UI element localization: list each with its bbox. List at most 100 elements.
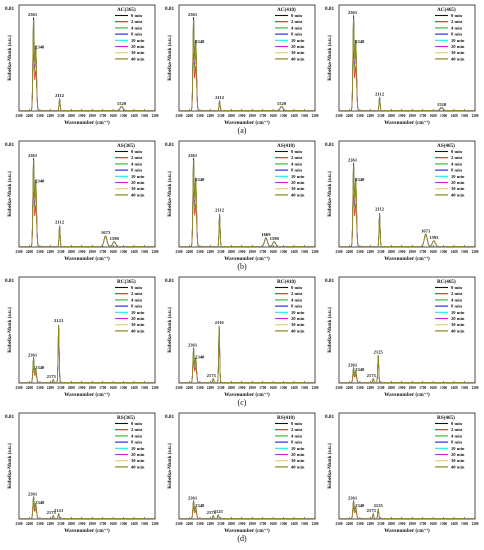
x-tick-label: 1800	[89, 386, 96, 390]
series-line-40-min	[178, 18, 315, 112]
x-tick-label: 1300	[301, 522, 308, 526]
y-axis-label: Kubelka-Munk (a.u.)	[8, 35, 13, 81]
x-tick-label: 1600	[270, 250, 277, 254]
legend-label: 8 min	[451, 168, 463, 173]
legend-label: 8 min	[131, 440, 143, 445]
y-tick-label: 0.01	[165, 6, 174, 12]
peak-label: 2173	[367, 508, 377, 513]
x-tick-label: 1900	[78, 114, 85, 118]
series-line-40-min	[338, 355, 475, 384]
y-tick-label: 0.01	[165, 278, 174, 284]
x-tick-label: 2300	[36, 386, 43, 390]
legend-label: 4 min	[451, 161, 463, 166]
x-axis-label: Wavenumber (cm⁻¹)	[64, 255, 110, 262]
chart-title: AS(410)	[277, 142, 295, 149]
x-tick-label: 1700	[419, 250, 426, 254]
x-tick-label: 2400	[346, 114, 353, 118]
x-tick-label: 1400	[450, 114, 457, 118]
legend-label: 8 min	[451, 32, 463, 37]
legend-label: 30 min	[291, 322, 305, 327]
legend-label: 0 min	[131, 285, 143, 290]
legend-label: 40 min	[451, 192, 465, 197]
peak-label: 2340	[355, 503, 365, 508]
x-tick-label: 1400	[130, 522, 137, 526]
series-line-2-min	[178, 190, 315, 248]
x-tick-label: 1800	[249, 250, 256, 254]
y-tick-label: 0.01	[165, 142, 174, 148]
legend-label: 4 min	[131, 433, 143, 438]
legend-label: 30 min	[131, 50, 145, 55]
y-axis-label: Kubelka-Munk (a.u.)	[168, 35, 173, 81]
legend-label: 2 min	[131, 155, 143, 160]
peak-label: 1590	[110, 236, 120, 241]
x-tick-label: 1600	[270, 114, 277, 118]
series-line-40-min	[178, 500, 315, 520]
y-axis-label: Kubelka-Munk (a.u.)	[8, 307, 13, 353]
legend-label: 30 min	[291, 50, 305, 55]
x-tick-label: 1400	[450, 386, 457, 390]
x-tick-label: 2400	[26, 522, 33, 526]
x-tick-label: 2100	[377, 114, 384, 118]
peak-label: 2125	[214, 509, 224, 514]
series-line-2-min	[18, 504, 155, 520]
x-tick-label: 2100	[57, 522, 64, 526]
x-tick-label: 1300	[141, 114, 148, 118]
peak-label: 2340	[35, 45, 45, 50]
x-tick-label: 1300	[301, 386, 308, 390]
legend-label: 30 min	[131, 186, 145, 191]
peak-label: 2361	[348, 158, 358, 163]
x-tick-label: 2000	[228, 250, 235, 254]
peak-label: 2125	[374, 503, 384, 508]
x-tick-label: 2000	[388, 250, 395, 254]
x-tick-label: 1200	[311, 386, 318, 390]
legend-label: 2 min	[291, 427, 303, 432]
chart-title: RS(410)	[277, 414, 295, 421]
peak-label: 2173	[47, 510, 57, 515]
legend-label: 2 min	[291, 291, 303, 296]
legend-label: 10 min	[451, 446, 465, 451]
x-tick-label: 1700	[419, 386, 426, 390]
x-tick-label: 1400	[290, 250, 297, 254]
x-tick-label: 1900	[78, 522, 85, 526]
x-tick-label: 1200	[311, 522, 318, 526]
x-tick-label: 2300	[196, 386, 203, 390]
peak-label: 2340	[195, 177, 205, 182]
x-tick-label: 1200	[311, 250, 318, 254]
x-tick-label: 2400	[186, 386, 193, 390]
x-tick-label: 1400	[290, 386, 297, 390]
x-tick-label: 1800	[409, 522, 416, 526]
y-tick-label: 0.01	[325, 414, 334, 420]
peak-label: 2121	[54, 318, 64, 323]
legend-label: 20 min	[131, 316, 145, 321]
series-line-40-min	[18, 496, 155, 520]
x-tick-label: 2200	[47, 386, 54, 390]
x-tick-label: 2000	[388, 522, 395, 526]
series-line-20-min	[18, 327, 155, 384]
x-axis-label: Wavenumber (cm⁻¹)	[384, 391, 430, 398]
x-tick-label: 1900	[398, 250, 405, 254]
x-tick-label: 2200	[47, 250, 54, 254]
legend-label: 20 min	[451, 316, 465, 321]
y-axis-label: Kubelka-Munk (a.u.)	[168, 307, 173, 353]
legend-label: 4 min	[451, 297, 463, 302]
peak-label: 2121	[54, 508, 64, 513]
peak-label: 1520	[277, 101, 287, 106]
peak-label: 2112	[215, 95, 225, 100]
x-tick-label: 2300	[196, 250, 203, 254]
x-axis-label: Wavenumber (cm⁻¹)	[384, 527, 430, 534]
chart-title: RC(410)	[277, 278, 296, 285]
x-tick-label: 1700	[99, 250, 106, 254]
y-tick-label: 0.01	[165, 414, 174, 420]
x-tick-label: 1500	[440, 386, 447, 390]
x-tick-label: 1300	[301, 114, 308, 118]
peak-label: 2340	[195, 355, 205, 360]
legend-label: 2 min	[451, 291, 463, 296]
x-tick-label: 2100	[377, 250, 384, 254]
x-tick-label: 2500	[335, 250, 342, 254]
peak-label: 2340	[195, 503, 205, 508]
legend-label: 0 min	[451, 149, 463, 154]
x-tick-label: 1500	[280, 386, 287, 390]
